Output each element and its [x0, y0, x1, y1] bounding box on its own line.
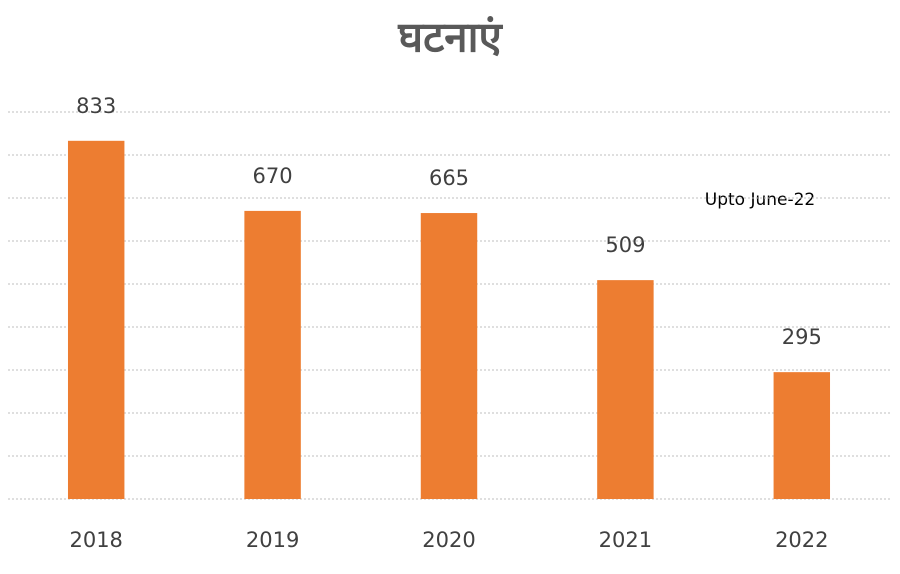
x-tick-label: 2022 — [775, 528, 828, 552]
value-label: 509 — [605, 233, 645, 257]
x-tick-label: 2021 — [599, 528, 652, 552]
bar — [597, 280, 654, 499]
x-tick-label: 2018 — [69, 528, 122, 552]
value-label: 665 — [429, 166, 469, 190]
bar — [420, 213, 478, 500]
value-label: 295 — [782, 325, 822, 349]
x-tick-label: 2019 — [246, 528, 299, 552]
x-tick-label: 2020 — [422, 528, 475, 552]
bar — [773, 372, 831, 499]
bar — [244, 210, 301, 499]
value-label: 670 — [253, 164, 293, 188]
annotation: Upto June-22 — [705, 190, 816, 210]
value-label: 833 — [76, 94, 116, 118]
chart-title: घटनाएं — [397, 13, 503, 62]
bar — [67, 140, 125, 499]
